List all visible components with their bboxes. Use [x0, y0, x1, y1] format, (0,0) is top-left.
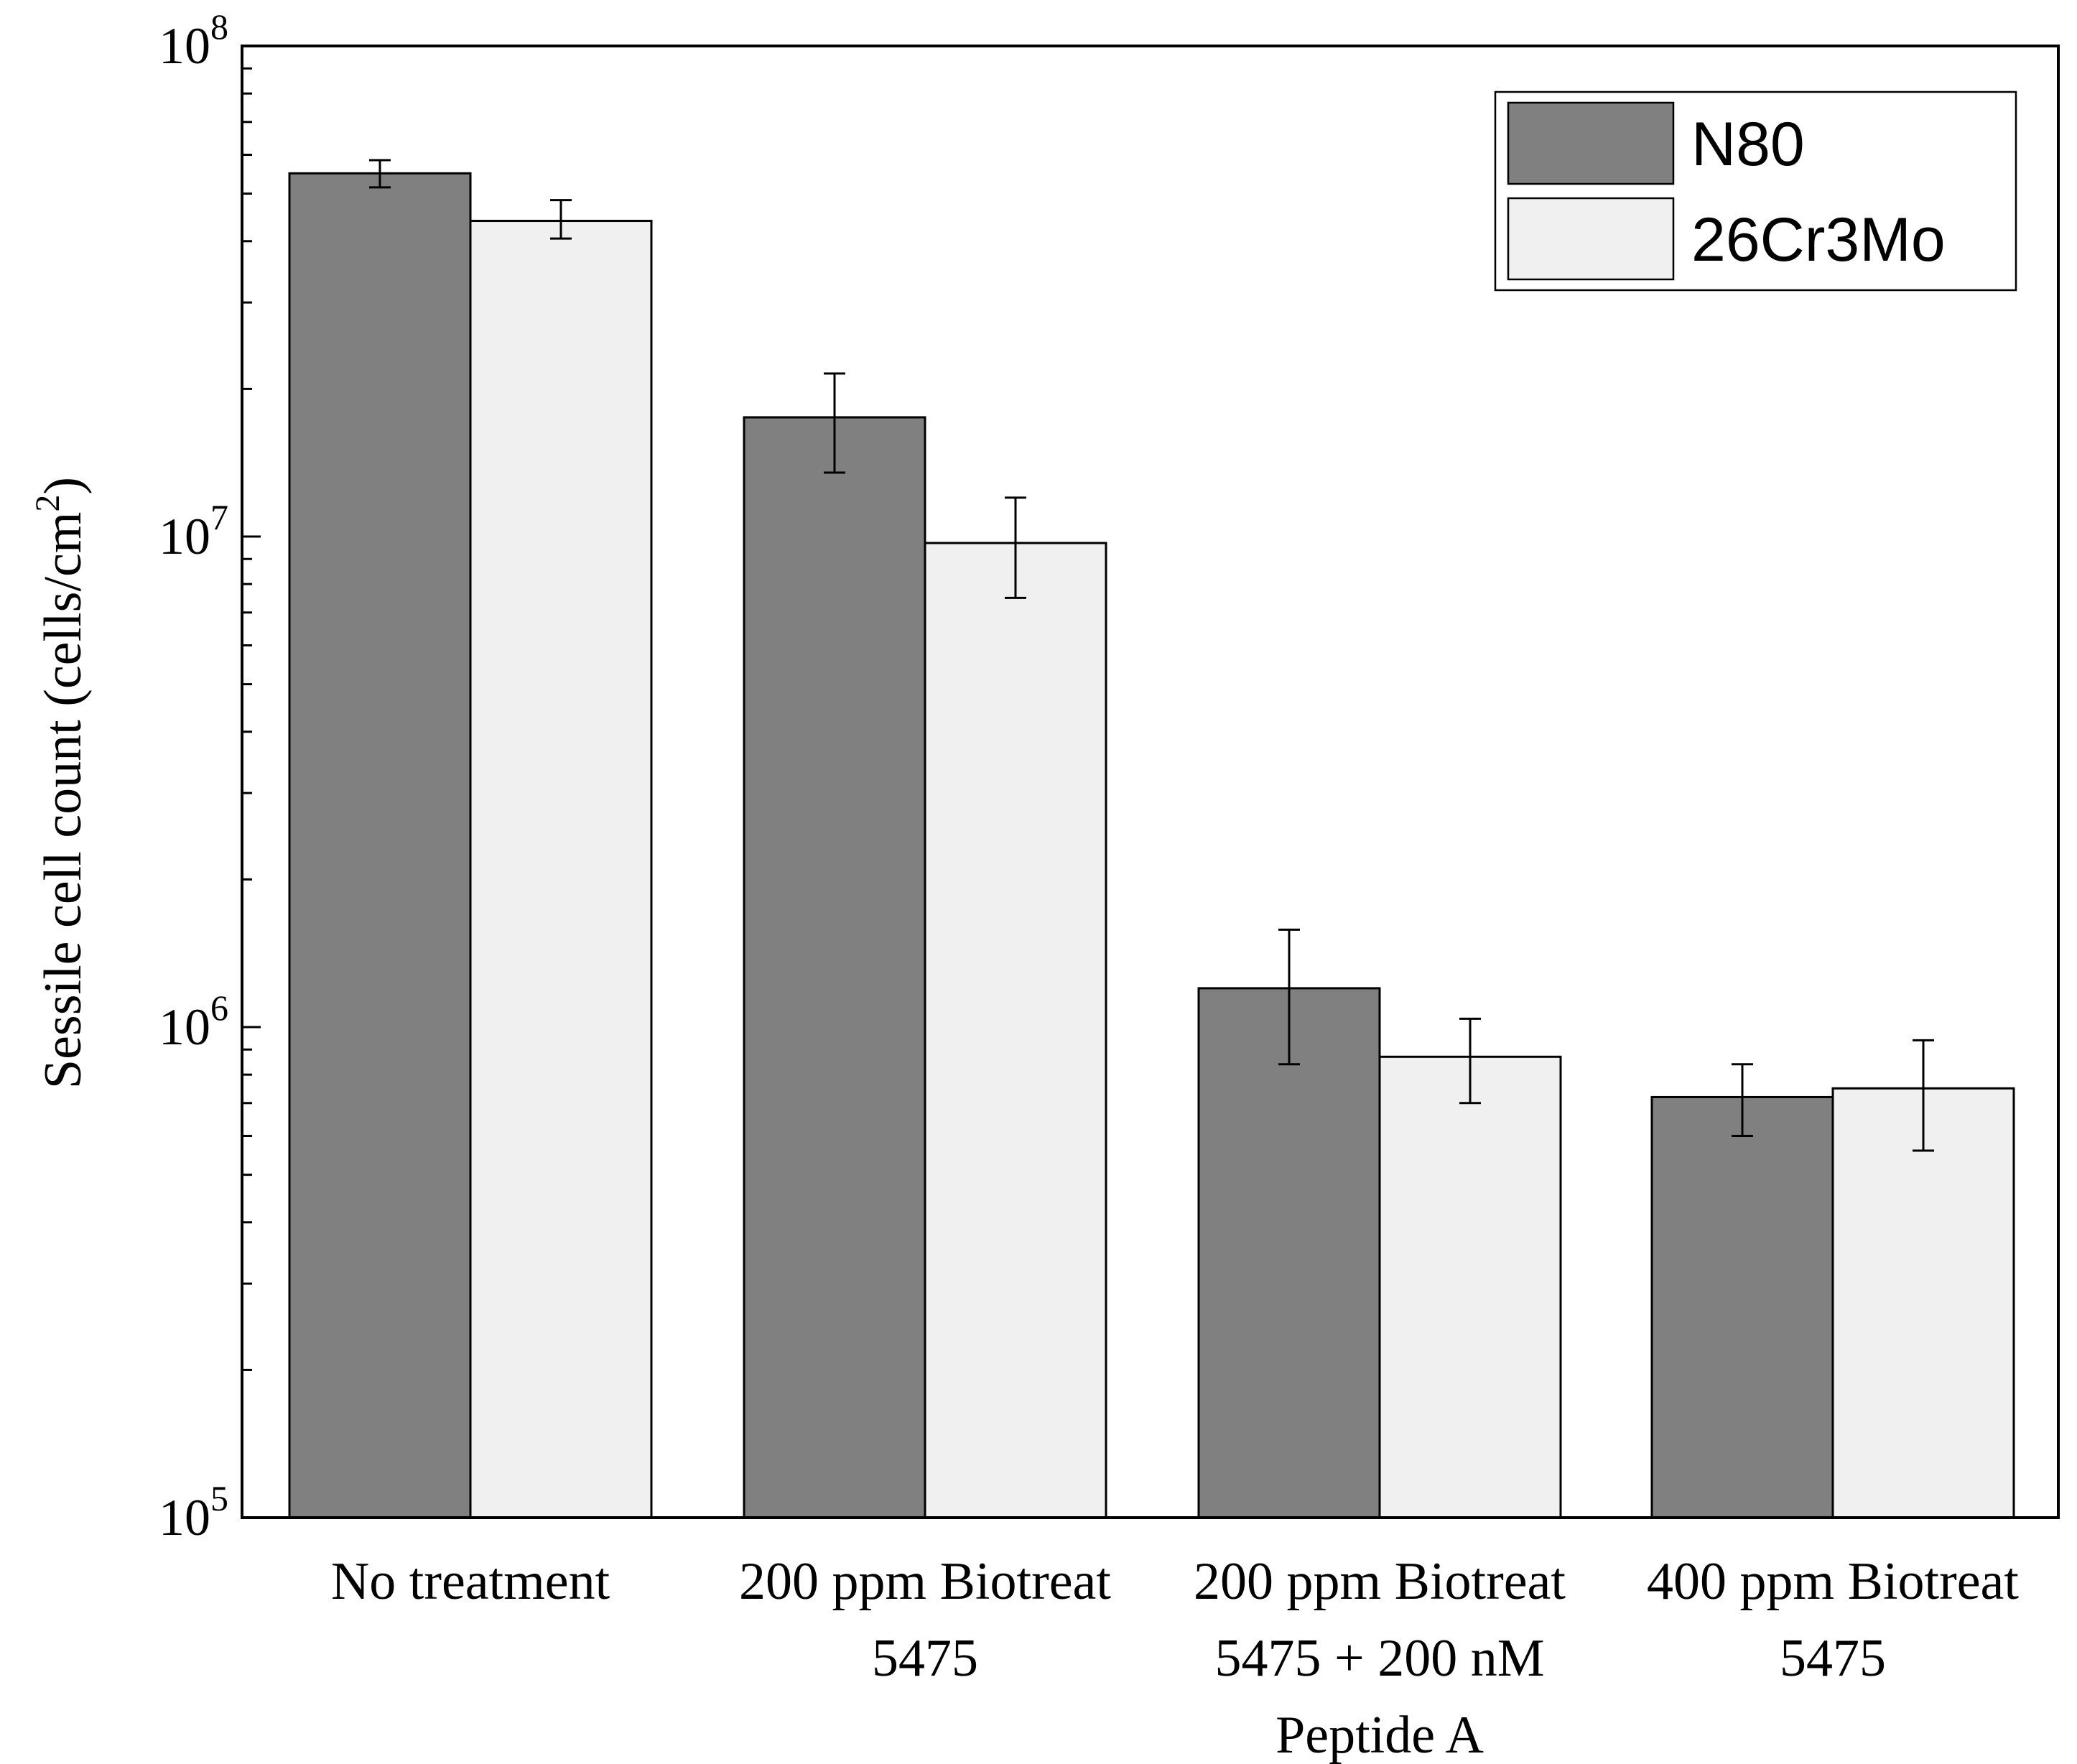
- legend-label-n80: N80: [1691, 110, 1805, 179]
- x-category-label-0: No treatment: [331, 1552, 610, 1611]
- y-tick-label: 105: [159, 1478, 228, 1546]
- bar-n80-0: [288, 172, 472, 1519]
- bar-26cr3mo-0: [469, 220, 653, 1519]
- x-category-label-line: 5475 + 200 nM: [1214, 1629, 1544, 1688]
- error-bar-n80-1: [824, 372, 845, 474]
- x-category-label-2: 200 ppm Biotreat 5475 + 200 nM Peptide A: [1194, 1552, 1566, 1764]
- y-tick-label: 108: [159, 6, 228, 75]
- legend: N80 26Cr3Mo: [1494, 90, 2017, 292]
- y-axis-title: Sessile cell count (cells/cm2): [29, 477, 93, 1089]
- x-category-label-line: 400 ppm Biotreat: [1647, 1552, 2019, 1611]
- bar-26cr3mo-1: [924, 542, 1107, 1519]
- bar-n80-1: [743, 416, 926, 1519]
- error-bar-n80-3: [1732, 1063, 1753, 1138]
- y-ticks-layer: 105 106 107 108: [159, 6, 261, 1546]
- x-category-label-line: Peptide A: [1276, 1706, 1484, 1764]
- error-bars-layer: [369, 159, 1934, 1152]
- y-tick-label: 106: [159, 988, 228, 1056]
- x-category-label-line: No treatment: [331, 1552, 610, 1611]
- y-tick-label: 107: [159, 497, 228, 565]
- error-bar-26cr3mo-0: [550, 199, 572, 240]
- error-bar-26cr3mo-3: [1913, 1039, 1934, 1152]
- x-category-label-line: 200 ppm Biotreat: [1194, 1552, 1566, 1611]
- bar-n80-3: [1650, 1095, 1834, 1519]
- plot-frame: [241, 45, 2060, 1519]
- legend-label-26cr3mo: 26Cr3Mo: [1691, 205, 1946, 274]
- x-category-label-line: 5475: [872, 1629, 978, 1688]
- legend-swatch-n80: [1507, 101, 1675, 185]
- x-category-label-3: 400 ppm Biotreat 5475: [1647, 1552, 2019, 1688]
- x-category-label-line: 5475: [1780, 1629, 1886, 1688]
- bar-n80-2: [1197, 987, 1381, 1519]
- bar-26cr3mo-2: [1378, 1055, 1562, 1519]
- error-bar-26cr3mo-1: [1005, 496, 1026, 599]
- x-category-label-1: 200 ppm Biotreat 5475: [739, 1552, 1111, 1688]
- error-bar-26cr3mo-2: [1459, 1017, 1481, 1105]
- error-bar-n80-0: [369, 159, 391, 189]
- bar-26cr3mo-3: [1831, 1087, 2015, 1519]
- x-category-label-line: 200 ppm Biotreat: [739, 1552, 1111, 1611]
- bars-layer: [288, 172, 2015, 1519]
- legend-swatch-26cr3mo: [1507, 197, 1675, 281]
- error-bar-n80-2: [1278, 928, 1300, 1066]
